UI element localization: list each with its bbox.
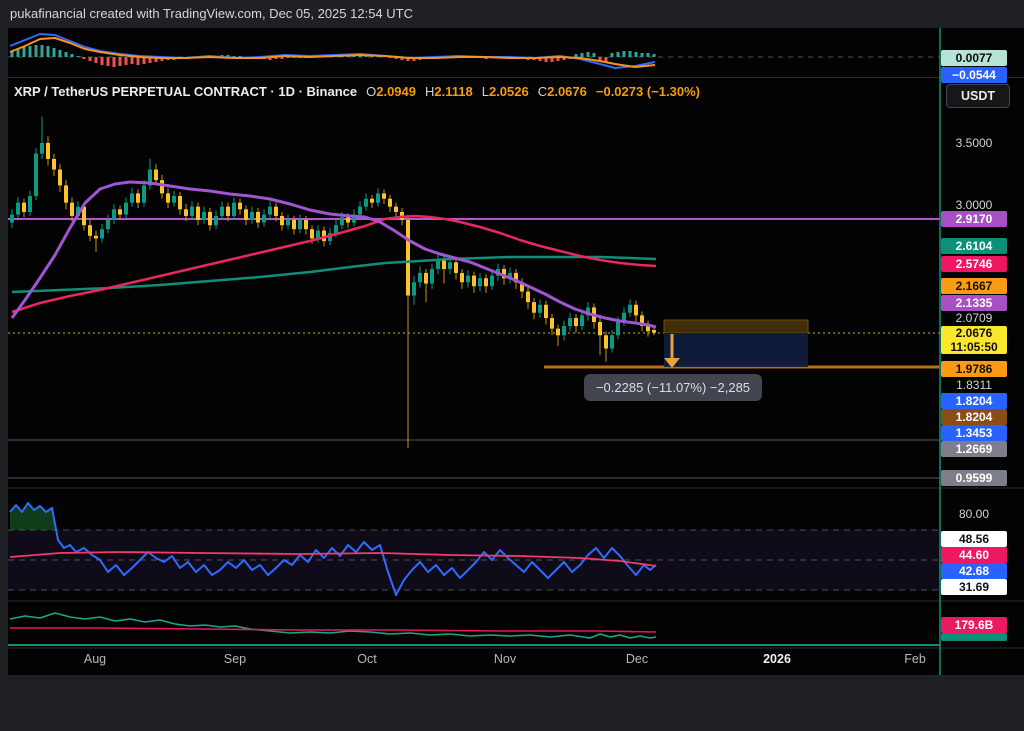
price-level-label: 1.8204 [941, 393, 1007, 409]
ohlc-value: 2.0949 [376, 84, 416, 99]
price-level-label: 2.6104 [941, 238, 1007, 254]
time-axis-label-oct: Oct [357, 652, 377, 666]
attribution-text: pukafinancial created with TradingView.c… [10, 6, 413, 21]
price-axis-tick: 3.0000 [955, 198, 993, 212]
price-axis-tick: 2.0709 [955, 311, 993, 325]
ohlc-values: O2.0949 H2.1118 L2.0526 C2.0676 [357, 84, 587, 99]
price-axis-tick: 3.5000 [955, 136, 993, 150]
price-level-label: 2.5746 [941, 256, 1007, 272]
measure-tooltip: −0.2285 (−11.07%) −2,285 [584, 374, 762, 401]
price-level-label: 1.8204 [941, 409, 1007, 425]
time-axis-label-dec: Dec [625, 652, 649, 666]
price-level-label: 1.2669 [941, 441, 1007, 457]
footer-bar: TradingView [0, 675, 1024, 731]
price-level-label: 44.60 [941, 547, 1007, 563]
ohlc-letter: O [366, 84, 377, 99]
price-level-label: 42.68 [941, 563, 1007, 579]
ohlc-letter: L [481, 84, 489, 99]
time-axis-label-aug: Aug [83, 652, 107, 666]
time-axis-label-2026: 2026 [763, 652, 791, 666]
ohlc-value: 2.0526 [488, 84, 529, 99]
price-level-label: 179.6B [941, 617, 1007, 633]
price-axis-tick: 1.8311 [956, 378, 992, 392]
currency-toggle-button[interactable]: USDT [946, 84, 1010, 108]
change-value: −0.0273 (−1.30%) [595, 84, 700, 99]
price-level-label: 2.9170 [941, 211, 1007, 227]
time-axis-label-nov: Nov [493, 652, 517, 666]
ohlc-letter: H [425, 84, 435, 99]
price-level-label [941, 633, 1007, 641]
price-level-label: 1.3453 [941, 425, 1007, 441]
ohlc-value: 2.0676 [547, 84, 587, 99]
time-axis-label-feb: Feb [904, 652, 926, 666]
price-level-label: 48.56 [941, 531, 1007, 547]
price-level-label: 2.1335 [941, 295, 1007, 311]
symbol-title-row[interactable]: XRP / TetherUS PERPETUAL CONTRACT · 1D ·… [14, 84, 700, 100]
ohlc-letter: C [537, 84, 548, 99]
ohlc-value: 2.1118 [434, 84, 473, 99]
price-level-label: 31.69 [941, 579, 1007, 595]
price-level-label: 0.9599 [941, 470, 1007, 486]
time-axis-label-sep: Sep [223, 652, 247, 666]
price-level-label: 1.9786 [941, 361, 1007, 377]
price-level-label: 2.1667 [941, 278, 1007, 294]
chart-canvas-background [8, 28, 1024, 675]
current-price-countdown-label: 2.0676 11:05:50 [941, 326, 1007, 354]
symbol-title[interactable]: XRP / TetherUS PERPETUAL CONTRACT · 1D ·… [14, 84, 358, 99]
attribution-bar: pukafinancial created with TradingView.c… [0, 0, 1024, 28]
price-level-label: 0.0077 [941, 50, 1007, 66]
price-axis-tick: 80.00 [958, 507, 990, 521]
price-level-label: −0.0544 [941, 67, 1007, 83]
